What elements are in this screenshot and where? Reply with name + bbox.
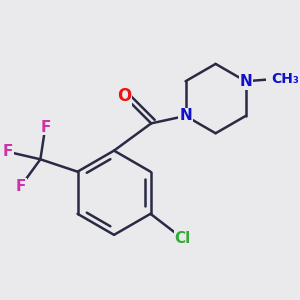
Text: F: F: [15, 179, 26, 194]
Text: N: N: [179, 108, 192, 123]
Text: Cl: Cl: [175, 231, 191, 246]
Text: F: F: [40, 120, 50, 135]
Text: F: F: [3, 144, 13, 159]
Text: CH₃: CH₃: [272, 72, 299, 86]
Text: O: O: [117, 87, 131, 105]
Text: N: N: [239, 74, 252, 89]
